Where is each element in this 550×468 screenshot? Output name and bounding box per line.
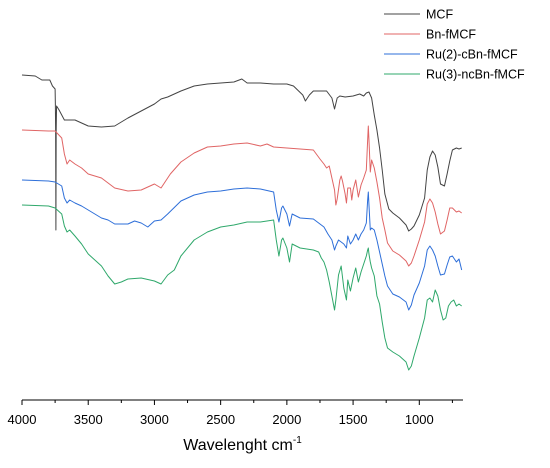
series-line-4: [21, 204, 462, 371]
legend-label: Ru(3)-ncBn-fMCF: [426, 68, 525, 82]
series-line-2: [21, 125, 462, 267]
series-line-1: [21, 74, 462, 232]
x-axis-title-superscript: -1: [293, 435, 302, 446]
legend-label: MCF: [426, 8, 453, 22]
series-group: [21, 74, 463, 371]
x-axis-title: Wavelenght cm-1: [183, 435, 302, 454]
x-tick-label: 1000: [405, 412, 434, 427]
legend-label: Bn-fMCF: [426, 28, 476, 42]
x-tick-label: 1500: [339, 412, 368, 427]
x-tick-label: 3000: [140, 412, 169, 427]
legend: MCF Bn-fMCF Ru(2)-cBn-fMCF Ru(3)-ncBn-fMCF: [384, 8, 525, 82]
x-axis-title-text: Wavelenght cm: [183, 437, 293, 454]
x-tick-label: 2500: [206, 412, 235, 427]
legend-label: Ru(2)-cBn-fMCF: [426, 48, 518, 62]
x-tick-label: 2000: [272, 412, 301, 427]
series-line-3: [21, 179, 463, 311]
x-axis: 4000 3500 3000 2500 2000 1500 1000: [8, 399, 463, 427]
x-tick-label: 4000: [8, 412, 37, 427]
x-tick-label: 3500: [74, 412, 103, 427]
